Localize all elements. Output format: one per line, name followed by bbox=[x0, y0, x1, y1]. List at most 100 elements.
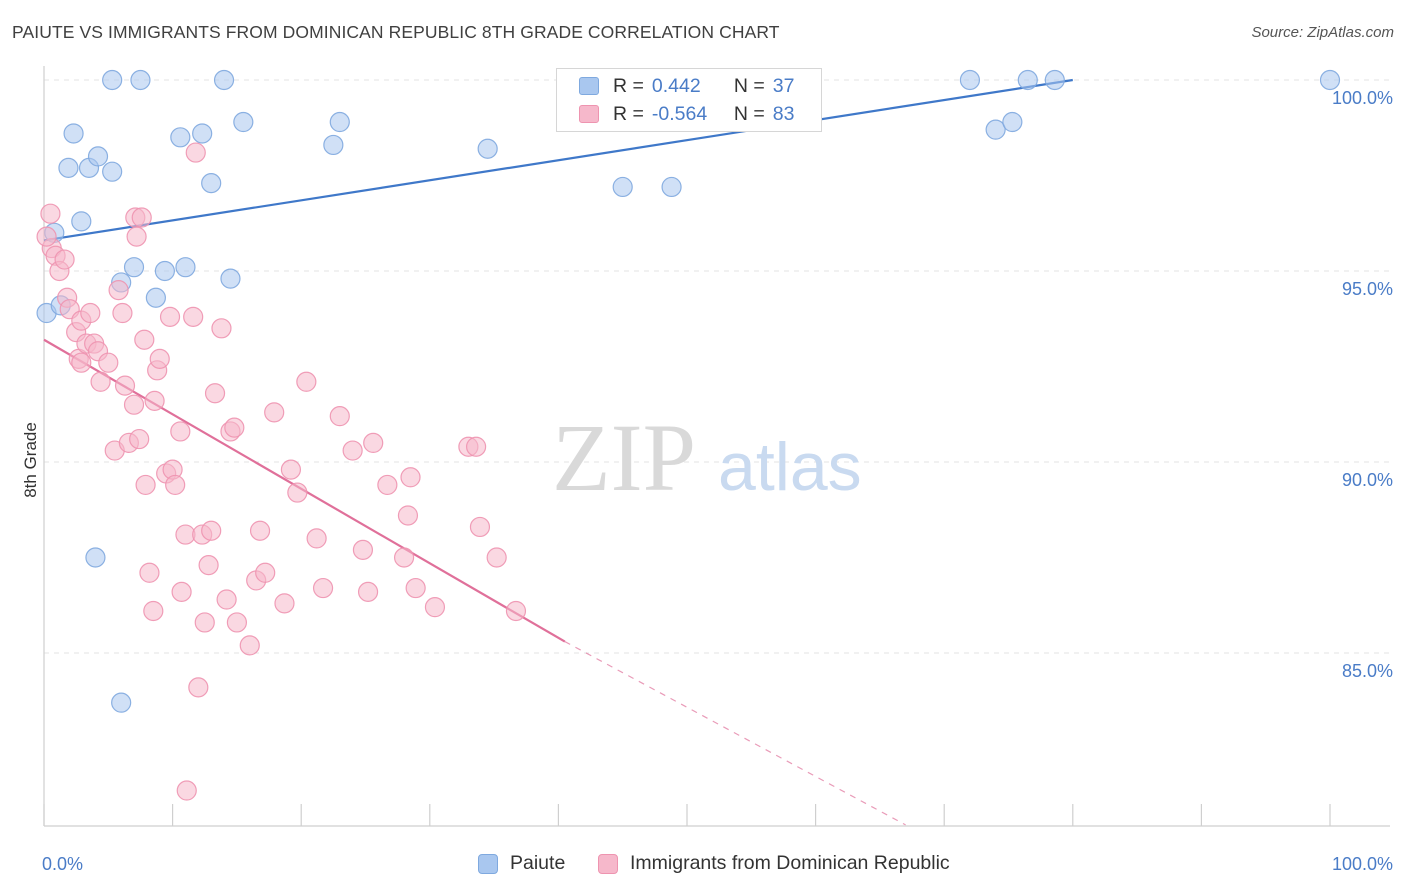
data-point bbox=[143, 600, 164, 622]
data-point bbox=[183, 306, 204, 327]
data-point bbox=[1017, 69, 1038, 91]
data-point bbox=[123, 394, 145, 415]
data-point bbox=[54, 249, 75, 270]
data-point bbox=[36, 226, 57, 247]
legend-r-value: 0.442 bbox=[651, 74, 701, 97]
bottom-legend-dominican: Immigrants from Dominican Republic bbox=[598, 852, 950, 875]
bottom-legend-swatch-dominican bbox=[598, 853, 618, 874]
data-point bbox=[194, 612, 215, 633]
bottom-legend-label-dominican: Immigrants from Dominican Republic bbox=[630, 852, 950, 874]
data-point bbox=[102, 161, 123, 182]
data-point bbox=[239, 635, 260, 656]
data-point bbox=[145, 287, 166, 308]
data-point bbox=[1002, 111, 1023, 133]
legend-r-value: -0.564 bbox=[651, 102, 708, 125]
data-point bbox=[40, 203, 61, 224]
data-point bbox=[185, 142, 206, 163]
y-tick-label: 95.0% bbox=[1342, 279, 1393, 299]
data-point bbox=[377, 474, 398, 496]
data-point bbox=[213, 69, 235, 91]
data-point bbox=[264, 402, 285, 423]
legend-n-label: N = bbox=[733, 74, 765, 97]
data-point bbox=[255, 562, 276, 583]
data-point bbox=[357, 581, 379, 602]
data-point bbox=[131, 207, 152, 228]
legend-n-label: N = bbox=[733, 102, 765, 125]
series-paiute bbox=[36, 69, 1341, 713]
data-point bbox=[102, 69, 123, 91]
data-point bbox=[171, 581, 192, 602]
y-axis-title: 8th Grade bbox=[21, 422, 40, 498]
data-point bbox=[211, 318, 232, 339]
x-tick-label: 0.0% bbox=[42, 854, 83, 874]
trend-line bbox=[43, 78, 1073, 242]
legend-row-dominican: R = -0.564 N = 83 bbox=[579, 101, 794, 127]
x-tick-label: 100.0% bbox=[1332, 854, 1393, 874]
data-point bbox=[135, 474, 156, 496]
axes bbox=[43, 66, 1390, 827]
data-point bbox=[139, 562, 160, 583]
data-point bbox=[329, 111, 350, 133]
legend-box: R = 0.442 N = 37 R = -0.564 N = 83 bbox=[556, 68, 822, 132]
y-tick-label: 90.0% bbox=[1342, 470, 1393, 490]
watermark-zip: ZIP bbox=[552, 404, 696, 511]
data-point bbox=[170, 421, 191, 442]
data-point bbox=[469, 516, 491, 538]
watermark-atlas: atlas bbox=[718, 429, 862, 505]
data-point bbox=[201, 520, 222, 541]
data-point bbox=[80, 302, 101, 324]
data-point bbox=[306, 528, 327, 549]
data-point bbox=[233, 111, 254, 133]
bottom-legend-paiute: Paiute bbox=[478, 852, 565, 875]
data-point bbox=[612, 176, 633, 198]
data-point bbox=[126, 226, 147, 247]
legend-swatch-dominican bbox=[579, 105, 599, 123]
y-tick-label: 100.0% bbox=[1332, 88, 1393, 108]
data-point bbox=[108, 280, 129, 301]
data-point bbox=[363, 432, 384, 453]
legend-n-value: 37 bbox=[772, 74, 795, 97]
data-points bbox=[36, 69, 1341, 801]
gridlines bbox=[44, 79, 1390, 654]
data-point bbox=[352, 539, 374, 560]
data-point bbox=[129, 428, 150, 450]
data-point bbox=[505, 600, 527, 622]
legend-n-value: 83 bbox=[772, 102, 795, 125]
data-point bbox=[323, 134, 344, 156]
series-dominican bbox=[36, 142, 527, 801]
data-point bbox=[486, 547, 507, 568]
data-point bbox=[144, 390, 165, 411]
data-point bbox=[274, 593, 295, 614]
data-point bbox=[98, 352, 119, 373]
data-point bbox=[405, 577, 426, 599]
data-point bbox=[393, 547, 415, 568]
y-tick-label: 85.0% bbox=[1342, 661, 1393, 681]
data-point bbox=[176, 780, 197, 801]
legend-swatch-paiute bbox=[579, 77, 599, 95]
data-point bbox=[87, 146, 109, 167]
legend-r-label: R = bbox=[613, 74, 644, 97]
data-point bbox=[1044, 69, 1065, 91]
data-point bbox=[959, 69, 981, 91]
data-point bbox=[226, 612, 247, 633]
data-point bbox=[329, 406, 350, 427]
data-point bbox=[85, 547, 106, 568]
data-point bbox=[465, 436, 487, 457]
data-point bbox=[661, 176, 682, 198]
data-point bbox=[204, 383, 226, 404]
data-point bbox=[220, 268, 241, 289]
data-point bbox=[312, 577, 334, 599]
data-point bbox=[201, 173, 222, 194]
data-point bbox=[63, 123, 84, 144]
data-point bbox=[280, 459, 302, 480]
data-point bbox=[985, 119, 1006, 140]
bottom-legend-swatch-paiute bbox=[478, 853, 498, 874]
tick-labels: 85.0% 90.0% 95.0% 100.0% 0.0% 100.0% bbox=[42, 88, 1393, 874]
data-point bbox=[165, 474, 186, 496]
data-point bbox=[477, 138, 498, 159]
chart-source: Source: ZipAtlas.com bbox=[1251, 24, 1394, 41]
data-point bbox=[198, 555, 219, 576]
data-point bbox=[149, 348, 170, 369]
data-point bbox=[159, 306, 181, 327]
